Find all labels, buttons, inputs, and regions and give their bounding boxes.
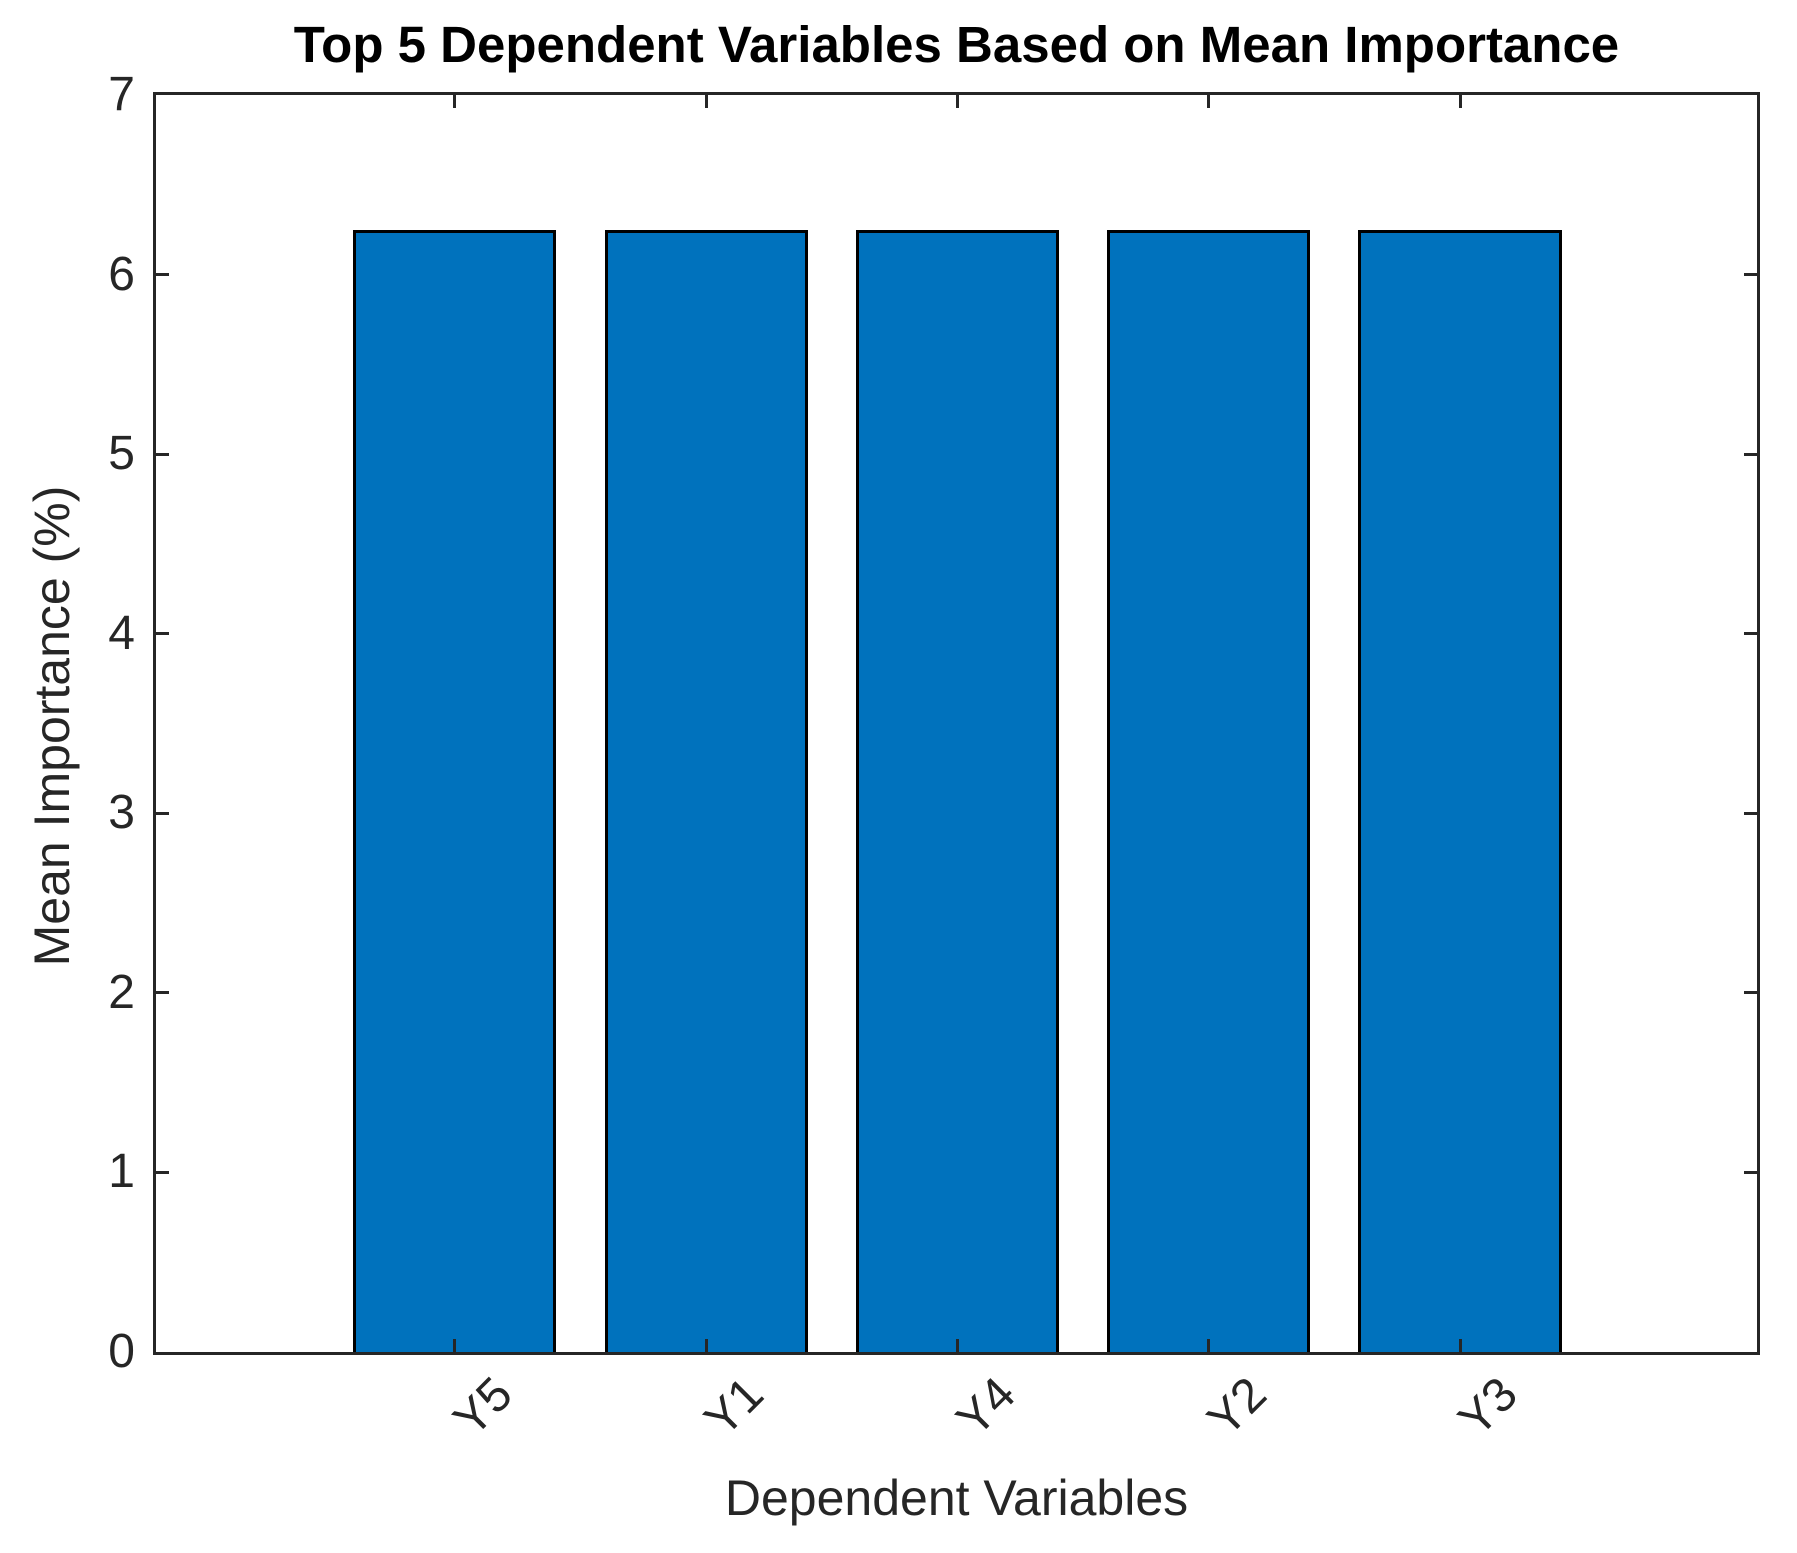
y-tick-mark [1744,1170,1757,1174]
y-tick-mark [156,273,169,277]
bar-y4 [855,229,1060,1352]
bar-y1 [604,229,808,1352]
y-tick-label: 4 [108,606,135,660]
bar-y3 [1358,229,1562,1352]
bar-y5 [353,229,557,1352]
y-tick-mark [1744,632,1757,636]
y-tick-label: 7 [108,68,135,121]
y-tick-label: 6 [108,247,135,301]
y-tick-mark [1744,991,1757,995]
x-tick-label: Y2 [1197,1367,1277,1447]
bar-y2 [1107,229,1311,1352]
y-tick-mark [156,632,169,636]
x-tick-mark [704,95,708,108]
y-tick-label: 1 [108,1145,135,1199]
x-tick-mark [453,95,457,108]
y-tick-label: 2 [108,965,135,1019]
x-tick-mark [1207,95,1211,108]
x-tick-mark [453,1339,457,1352]
y-axis-label: Mean Importance (%) [24,485,80,967]
y-tick-mark [1744,273,1757,277]
x-tick-mark [955,1339,959,1352]
x-tick-mark [1458,95,1462,108]
x-tick-label: Y1 [695,1367,775,1447]
chart-title: Top 5 Dependent Variables Based on Mean … [293,16,1620,73]
y-tick-mark [156,1170,169,1174]
x-tick-mark [704,1339,708,1352]
y-tick-mark [156,811,169,815]
x-tick-mark [955,95,959,108]
y-tick-label: 0 [108,1325,135,1378]
x-tick-label: Y4 [946,1367,1026,1447]
x-axis-label: Dependent Variables [724,1470,1189,1526]
y-tick-label: 3 [108,786,135,840]
y-tick-mark [156,991,169,995]
x-tick-mark [1207,1339,1211,1352]
x-tick-label: Y5 [443,1367,523,1447]
x-tick-label: Y3 [1449,1367,1529,1447]
y-tick-mark [1744,811,1757,815]
x-tick-mark [1458,1339,1462,1352]
plot-area [153,92,1760,1355]
y-tick-mark [1744,452,1757,456]
y-tick-mark [156,452,169,456]
y-tick-label: 5 [108,427,135,481]
